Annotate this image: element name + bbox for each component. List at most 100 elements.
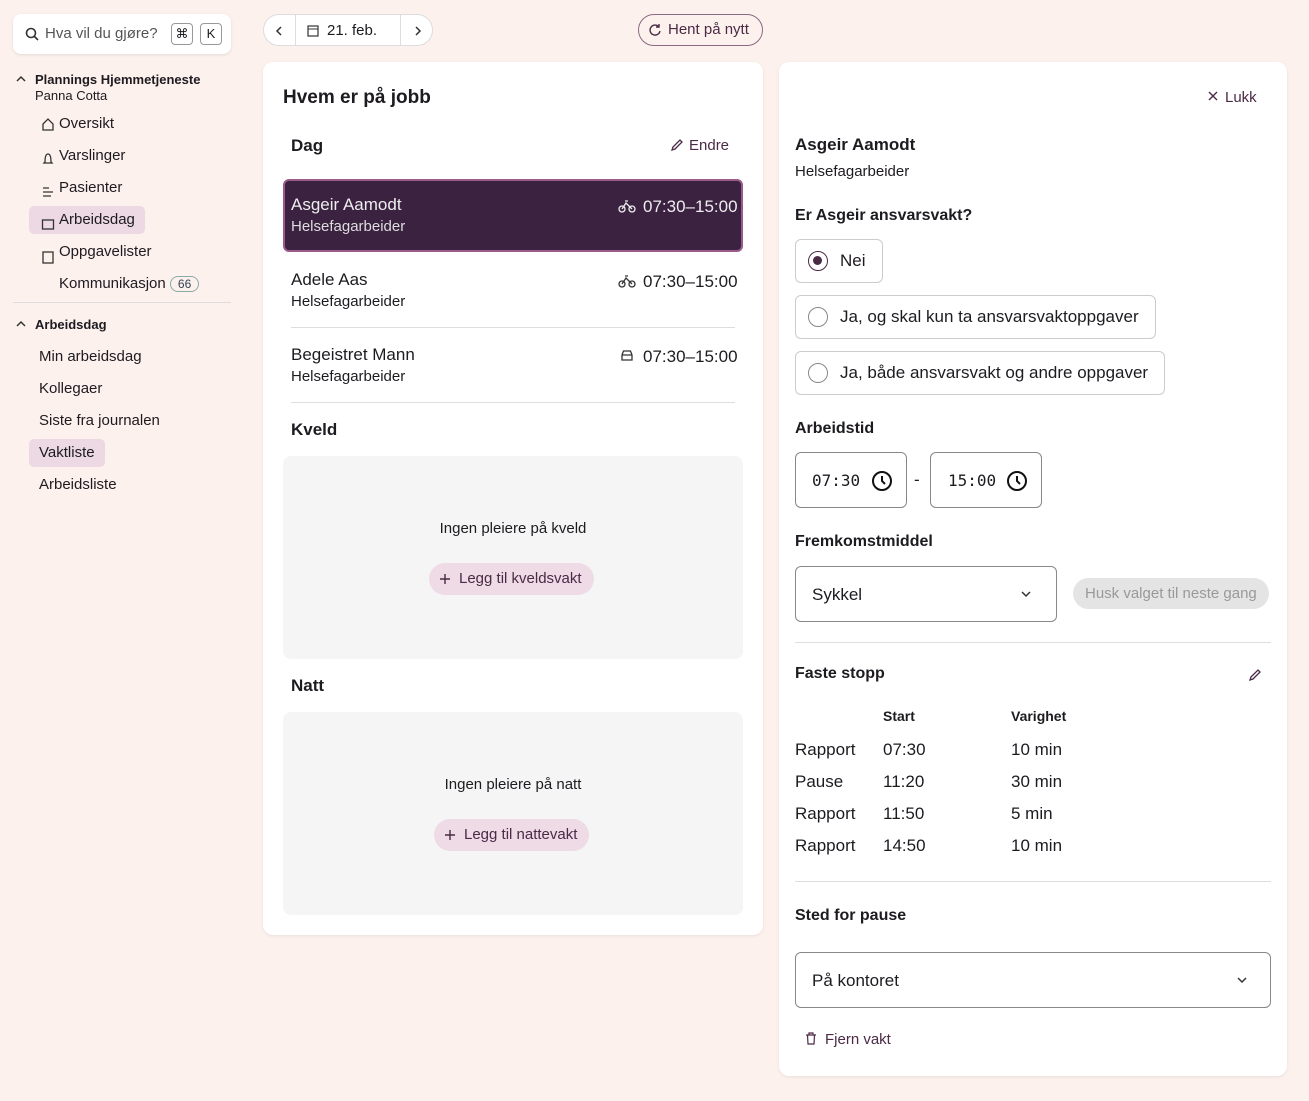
time-value: 07:30 <box>812 471 861 490</box>
stop-cell: 10 min <box>1011 836 1063 855</box>
divider <box>291 327 735 328</box>
edit-icon[interactable] <box>1248 668 1262 682</box>
nav-label: Pasienter <box>59 179 123 196</box>
collapse-icon[interactable] <box>15 74 27 84</box>
remember-button[interactable]: Husk valget til neste gang <box>1073 578 1269 609</box>
edit-label: Endre <box>689 137 730 154</box>
edit-icon <box>670 139 683 152</box>
staff-row-selected[interactable] <box>283 179 743 252</box>
staff-time: 07:30–15:00 <box>643 272 738 291</box>
column-header: Varighet <box>1011 708 1067 724</box>
remember-label: Husk valget til neste gang <box>1085 585 1257 602</box>
divider <box>795 642 1271 643</box>
select[interactable]: På kontoret <box>795 952 1271 1008</box>
chevron <box>1021 591 1031 598</box>
shift-heading: Dag <box>291 136 324 155</box>
calendar-icon <box>307 25 319 37</box>
nav-label: Kollegaer <box>39 380 103 397</box>
nav-item[interactable]: Arbeidsliste <box>29 471 127 499</box>
remove-button[interactable]: Fjern vakt <box>805 1031 891 1048</box>
radio-option[interactable]: Ja, og skal kun ta ansvarsvaktoppgaver <box>795 295 1156 339</box>
add-button[interactable]: Legg til nattevakt <box>434 819 590 851</box>
nav-item[interactable]: Min arbeidsdag <box>29 343 152 371</box>
nav-label: Varslinger <box>59 147 126 164</box>
nav-label: Arbeidsliste <box>39 476 117 493</box>
car-icon <box>621 350 633 361</box>
search-placeholder: Hva vil du gjøre? <box>45 25 158 42</box>
select-value: På kontoret <box>812 971 899 990</box>
staff-role: Helsefagarbeider <box>291 368 406 385</box>
nav-item[interactable]: Oppgavelister <box>29 238 162 266</box>
nav-item[interactable]: Vaktliste <box>29 439 105 467</box>
divider <box>400 15 401 45</box>
empty-state <box>283 712 743 915</box>
date-label[interactable]: 21. feb. <box>327 22 378 39</box>
select-value: Sykkel <box>812 585 863 604</box>
reload-button[interactable]: Hent på nytt <box>638 14 763 46</box>
next-button[interactable] <box>413 25 423 37</box>
stop-cell: Rapport <box>795 836 856 855</box>
question: Er Asgeir ansvarsvakt? <box>795 207 973 224</box>
radio-option[interactable]: Ja, både ansvarsvakt og andre oppgaver <box>795 351 1166 395</box>
empty-text: Ingen pleiere på kveld <box>439 520 587 537</box>
nav-label: Kommunikasjon <box>59 275 166 292</box>
plus-icon <box>445 830 455 840</box>
add-button[interactable]: Legg til kveldsvakt <box>429 563 594 595</box>
stop-cell: 30 min <box>1011 772 1063 791</box>
user-name: Panna Cotta <box>35 88 108 103</box>
staff-role: Helsefagarbeider <box>291 293 406 310</box>
radio-option[interactable]: Nei <box>795 239 883 283</box>
reload-label: Hent på nytt <box>668 21 749 38</box>
nav-item[interactable]: Kollegaer <box>29 375 112 403</box>
nav-item[interactable]: Oversikt <box>29 110 124 138</box>
nav-item[interactable]: Pasienter <box>29 174 132 202</box>
staff-time: 07:30–15:00 <box>643 197 738 216</box>
add-label: Legg til kveldsvakt <box>459 570 582 587</box>
field-label: Sted for pause <box>795 907 907 924</box>
stop-cell: 07:30 <box>883 740 926 759</box>
nav-label: Oppgavelister <box>59 243 152 260</box>
nav-item[interactable]: Varslinger <box>29 142 135 170</box>
close-label: Lukk <box>1225 89 1257 106</box>
nav-item[interactable]: Siste fra journalen <box>29 407 170 435</box>
stop-cell: Rapport <box>795 804 856 823</box>
remove-label: Fjern vakt <box>825 1031 891 1048</box>
search-box[interactable]: Hva vil du gjøre? ⌘ K <box>13 14 231 54</box>
time-input[interactable]: 07:30 <box>795 452 907 508</box>
select[interactable]: Sykkel <box>795 566 1057 622</box>
column-header: Start <box>883 708 915 724</box>
edit-button[interactable]: Endre <box>670 137 729 154</box>
chevron <box>1237 977 1247 984</box>
time-input[interactable]: 15:00 <box>930 452 1042 508</box>
add-label: Legg til nattevakt <box>464 826 578 843</box>
bike-icon <box>618 275 636 288</box>
nav-label: Min arbeidsdag <box>39 348 142 365</box>
staff-name[interactable]: Adele Aas <box>291 270 368 289</box>
staff-time: 07:30–15:00 <box>643 347 738 366</box>
stop-cell: Rapport <box>795 740 856 759</box>
date-picker: 21. feb. <box>263 14 433 46</box>
shift-heading: Kveld <box>291 420 338 439</box>
search-icon <box>25 27 39 41</box>
staff-name: Asgeir Aamodt <box>795 135 916 154</box>
prev-button[interactable] <box>274 25 284 37</box>
key-hint: ⌘ <box>171 23 193 45</box>
collapse-icon[interactable] <box>15 319 27 329</box>
field-label: Arbeidstid <box>795 420 875 437</box>
stop-cell: 11:50 <box>883 804 925 823</box>
staff-name[interactable]: Begeistret Mann <box>291 345 415 364</box>
trash-icon <box>806 1032 816 1045</box>
staff-role: Helsefagarbeider <box>795 163 910 180</box>
plus-icon <box>440 574 450 584</box>
badge: 66 <box>169 276 200 292</box>
radio <box>808 307 828 327</box>
close-button[interactable]: Lukk <box>1207 89 1257 106</box>
stop-cell: Pause <box>795 772 844 791</box>
nav-label: Arbeidsdag <box>59 211 135 228</box>
org-name: Plannings Hjemmetjeneste <box>35 72 201 87</box>
stop-cell: 14:50 <box>883 836 926 855</box>
nav-item[interactable]: Kommunikasjon 66 <box>29 270 209 298</box>
stop-cell: 10 min <box>1011 740 1063 759</box>
clock-icon <box>1007 471 1027 491</box>
